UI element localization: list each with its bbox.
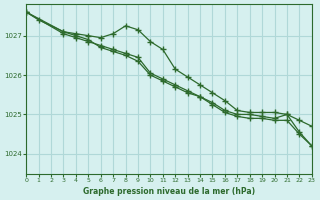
X-axis label: Graphe pression niveau de la mer (hPa): Graphe pression niveau de la mer (hPa): [83, 187, 255, 196]
